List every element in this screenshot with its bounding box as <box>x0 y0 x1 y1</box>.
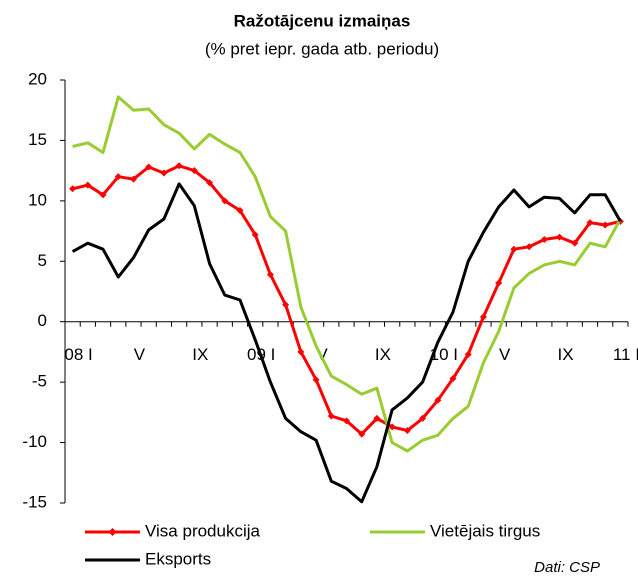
x-tick-label: IX <box>375 345 391 364</box>
y-tick-label: 10 <box>28 190 47 209</box>
data-point <box>434 396 442 404</box>
y-tick-label: -5 <box>32 372 47 391</box>
y-tick-label: -15 <box>22 492 47 511</box>
series-line <box>71 182 622 504</box>
data-point <box>221 197 229 205</box>
data-point <box>175 162 183 170</box>
x-tick-label: IX <box>192 345 208 364</box>
legend-label: Vietējais tirgus <box>430 521 540 540</box>
data-point <box>190 167 198 175</box>
x-tick-label: IX <box>557 345 573 364</box>
data-point <box>479 313 487 321</box>
y-tick-label: 0 <box>38 311 47 330</box>
data-point <box>373 414 381 422</box>
data-point <box>282 301 290 309</box>
y-tick-label: 15 <box>28 130 47 149</box>
data-point <box>495 279 503 287</box>
data-point <box>69 185 77 193</box>
data-point <box>388 423 396 431</box>
data-point <box>601 221 609 229</box>
x-tick-label: 10 I <box>430 345 458 364</box>
series-line <box>72 95 622 453</box>
data-point <box>206 179 214 187</box>
data-point <box>419 414 427 422</box>
data-point <box>556 233 564 241</box>
data-point <box>160 169 168 177</box>
series-line <box>72 164 621 436</box>
source-note: Dati: CSP <box>534 559 600 576</box>
x-tick-label: 11 I <box>613 345 638 364</box>
data-point <box>358 430 366 438</box>
chart-subtitle: (% pret iepr. gada atb. periodu) <box>205 39 439 58</box>
data-point <box>525 243 533 251</box>
x-tick-label: 08 I <box>64 345 92 364</box>
data-point <box>114 173 122 181</box>
data-point <box>312 376 320 384</box>
data-point <box>251 231 259 239</box>
y-tick-label: 20 <box>28 69 47 88</box>
data-point <box>266 271 274 279</box>
x-tick-label: V <box>134 345 146 364</box>
data-point <box>449 375 457 383</box>
data-point <box>403 426 411 434</box>
data-point <box>343 417 350 425</box>
legend-label: Visa produkcija <box>145 521 261 540</box>
data-point <box>236 207 244 215</box>
data-point <box>327 412 335 420</box>
data-point <box>145 163 153 171</box>
data-point <box>84 181 92 189</box>
y-tick-label: -10 <box>22 432 47 451</box>
data-point <box>540 236 548 244</box>
data-point <box>99 191 107 199</box>
data-point <box>464 350 472 358</box>
x-tick-label: V <box>499 345 511 364</box>
legend-marker <box>108 528 117 536</box>
data-point <box>586 219 594 227</box>
chart-title: Ražotājcenu izmaiņas <box>234 11 411 30</box>
legend-label: Eksports <box>145 549 211 568</box>
y-tick-label: 5 <box>38 251 47 270</box>
data-point <box>510 245 518 253</box>
data-point <box>571 239 579 247</box>
data-point <box>129 175 137 183</box>
data-point <box>297 348 305 356</box>
